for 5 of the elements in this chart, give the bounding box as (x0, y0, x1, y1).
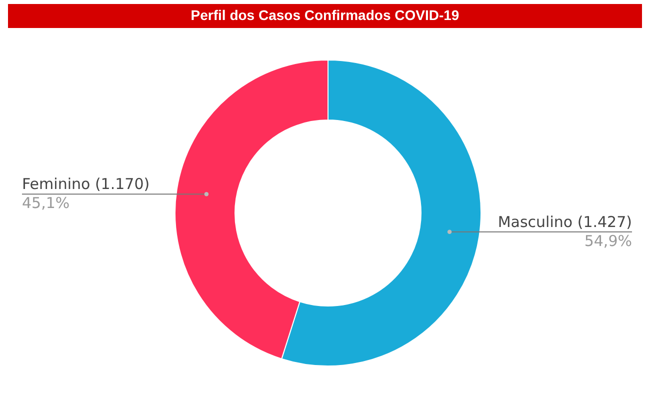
data-label: 45,1% (22, 194, 70, 212)
slice-label: Masculino (1.427) (498, 212, 632, 231)
chart-title: Perfil dos Casos Confirmados COVID-19 (190, 7, 460, 23)
data-label: 54,9% (584, 232, 632, 250)
slice-label: Feminino (1.170) (22, 175, 150, 194)
